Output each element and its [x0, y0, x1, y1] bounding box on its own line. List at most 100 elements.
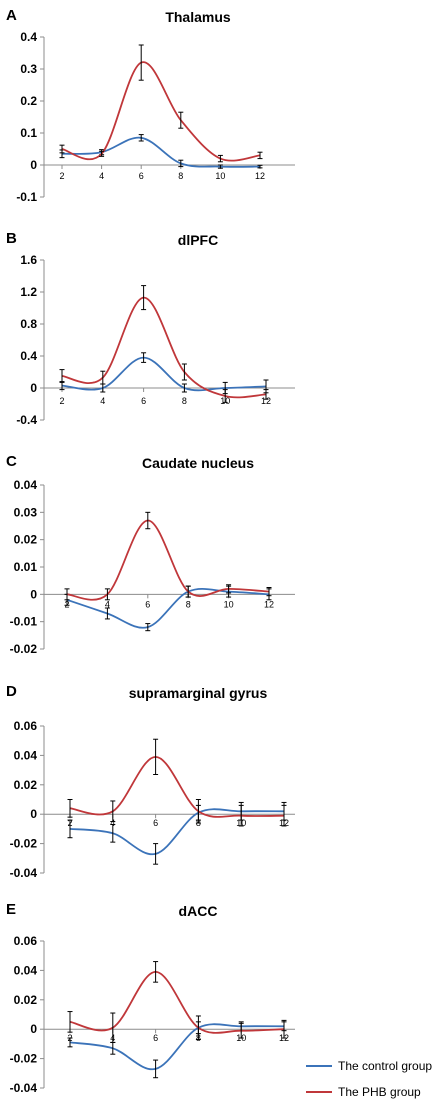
error-bar-phb — [222, 389, 228, 403]
panel-label: C — [6, 453, 17, 470]
chart-title: dlPFC — [178, 232, 218, 248]
panel-label: E — [6, 901, 16, 918]
error-bar-control — [217, 164, 223, 169]
error-bar-phb — [110, 1012, 116, 1043]
error-bar-control — [181, 383, 187, 393]
y-tick-label: -0.1 — [16, 190, 37, 204]
x-tick-label: 4 — [100, 396, 105, 406]
x-tick-label: 8 — [178, 171, 183, 181]
panel-a: A Thalamus 0.4 0.3 0.2 0.1 0 -0.1 2 4 6 8 10 12 — [6, 7, 295, 204]
chart-title: Caudate nucleus — [142, 455, 254, 471]
error-bar-control — [153, 843, 159, 865]
x-tick-label: 2 — [59, 396, 64, 406]
y-tick-label: 0.06 — [14, 719, 38, 733]
error-bar-phb — [153, 961, 159, 983]
chart-title: dACC — [179, 903, 218, 919]
error-bar-phb — [257, 151, 263, 160]
x-tick-label: 4 — [105, 599, 110, 609]
y-tick-label: 0 — [30, 587, 37, 601]
error-bar-phb — [100, 370, 106, 385]
y-tick-label: -0.02 — [10, 837, 38, 851]
x-tick-label: 6 — [153, 818, 158, 828]
error-bar-phb — [59, 369, 65, 383]
y-tick-label: 0.04 — [14, 963, 38, 977]
x-tick-label: 4 — [99, 171, 104, 181]
error-bar-phb — [153, 738, 159, 776]
y-tick-label: 0.3 — [20, 62, 37, 76]
y-tick-label: 0.06 — [14, 934, 38, 948]
error-bar-phb — [145, 511, 151, 530]
error-bar-control — [67, 1037, 73, 1048]
y-tick-label: 0.02 — [14, 533, 38, 547]
y-tick-label: 1.6 — [20, 253, 37, 267]
series-line-control — [61, 136, 261, 168]
error-bar-control — [178, 159, 184, 168]
error-bar-phb — [104, 588, 110, 601]
x-tick-label: 8 — [182, 396, 187, 406]
series-line-phb — [69, 755, 285, 818]
x-tick-label: 6 — [141, 396, 146, 406]
x-tick-label: 2 — [59, 171, 64, 181]
y-tick-label: -0.01 — [10, 615, 38, 629]
y-tick-label: -0.4 — [16, 413, 37, 427]
error-bar-phb — [110, 800, 116, 823]
panel-c: C Caudate nucleus 0.04 0.03 0.02 0.01 0 -0.01 -0… — [6, 453, 295, 656]
error-bar-control — [67, 819, 73, 839]
y-tick-label: 0 — [30, 381, 37, 395]
error-bar-phb — [141, 285, 147, 311]
legend-label: The control group — [338, 1059, 432, 1073]
x-tick-label: 12 — [264, 599, 274, 609]
y-tick-label: -0.04 — [10, 1081, 38, 1095]
error-bar-control — [257, 164, 263, 169]
x-tick-label: 10 — [224, 599, 234, 609]
y-tick-label: 0.8 — [20, 317, 37, 331]
y-tick-label: 0.2 — [20, 94, 37, 108]
y-tick-label: -0.02 — [10, 642, 38, 656]
series-line-control — [69, 1023, 285, 1071]
x-tick-label: 10 — [215, 171, 225, 181]
legend: The control group The PHB group — [306, 1059, 432, 1099]
x-tick-label: 4 — [110, 818, 115, 828]
error-bar-control — [110, 823, 116, 843]
error-bar-phb — [138, 44, 144, 81]
chart-title: Thalamus — [165, 9, 231, 25]
series-line-control — [66, 587, 270, 629]
error-bar-phb — [281, 804, 287, 827]
x-tick-label: 6 — [145, 599, 150, 609]
series-line-phb — [61, 61, 261, 162]
y-tick-label: 0 — [30, 158, 37, 172]
error-bar-phb — [217, 154, 223, 163]
error-bar-control — [153, 1059, 159, 1079]
y-tick-label: 1.2 — [20, 285, 37, 299]
error-bar-control — [141, 352, 147, 363]
series-line-phb — [66, 519, 270, 601]
panel-label: B — [6, 230, 17, 247]
y-tick-label: 0.02 — [14, 778, 38, 792]
y-tick-label: -0.02 — [10, 1052, 38, 1066]
series-line-phb — [61, 296, 267, 399]
error-bar-phb — [238, 1022, 244, 1039]
y-tick-label: 0.04 — [14, 748, 38, 762]
y-tick-label: 0 — [30, 807, 37, 821]
y-tick-label: 0.1 — [20, 126, 37, 140]
error-bar-phb — [67, 799, 73, 818]
series-line-phb — [69, 970, 285, 1034]
error-bar-control — [145, 623, 151, 632]
panel-label: A — [6, 7, 17, 24]
error-bar-phb — [226, 584, 232, 594]
panel-label: D — [6, 683, 17, 700]
error-bar-phb — [195, 799, 201, 824]
y-tick-label: 0 — [30, 1022, 37, 1036]
error-bar-phb — [67, 1011, 73, 1033]
error-bar-phb — [181, 363, 187, 381]
error-bar-control — [138, 134, 144, 142]
y-tick-label: 0.4 — [20, 30, 37, 44]
x-tick-label: 12 — [255, 171, 265, 181]
error-bar-phb — [99, 150, 105, 157]
error-bar-phb — [195, 1015, 201, 1040]
error-bar-phb — [281, 1019, 287, 1039]
error-bar-control — [104, 607, 110, 620]
